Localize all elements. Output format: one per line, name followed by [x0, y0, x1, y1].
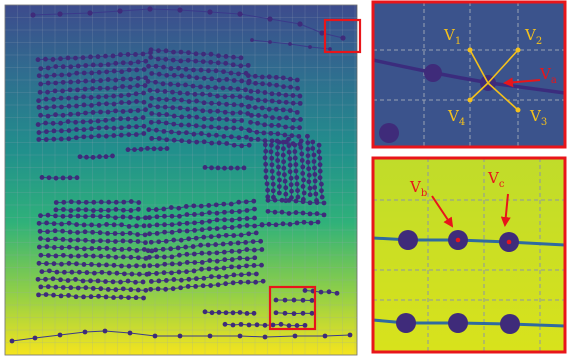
node-corner	[379, 123, 399, 143]
label-vc: Vc	[487, 169, 505, 190]
nodes-lower	[396, 313, 520, 334]
node-large	[424, 64, 442, 82]
pointer-vb	[431, 195, 454, 228]
nodes-upper-centers	[455, 237, 512, 245]
label-v1: V1	[443, 26, 461, 47]
highlight-box-bottom	[268, 285, 317, 331]
pointer-vc	[500, 193, 511, 227]
particle-tracks	[9, 6, 353, 344]
zoom-top-grid	[373, 2, 565, 147]
vertex-dots	[467, 47, 521, 113]
zoom-panel-top: V1 V2 Va V4 V3	[371, 0, 567, 149]
label-va: Va	[539, 65, 557, 86]
zoom-bottom-grid	[373, 158, 565, 352]
label-v4: V4	[447, 107, 465, 128]
highlight-box-top	[323, 18, 362, 54]
label-v2: V2	[524, 26, 542, 47]
main-field	[4, 4, 362, 356]
label-vb: Vb	[409, 178, 427, 199]
pointer-va	[503, 77, 541, 88]
label-v3: V3	[529, 107, 547, 128]
zoom-panel-bottom: Vb Vc	[371, 156, 567, 354]
vertex-links	[469, 49, 519, 111]
nodes-upper	[398, 230, 519, 252]
